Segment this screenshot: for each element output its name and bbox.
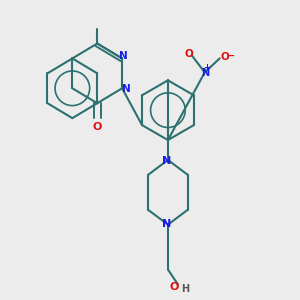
Text: O: O xyxy=(220,52,229,62)
Text: H: H xyxy=(181,284,189,294)
Text: N: N xyxy=(119,51,128,62)
Text: +: + xyxy=(203,63,210,72)
Text: N: N xyxy=(162,219,172,229)
Text: −: − xyxy=(226,50,235,60)
Text: O: O xyxy=(93,122,102,132)
Text: O: O xyxy=(169,282,178,292)
Text: N: N xyxy=(122,84,130,94)
Text: N: N xyxy=(201,68,209,78)
Text: O: O xyxy=(184,50,193,59)
Text: N: N xyxy=(162,156,172,166)
